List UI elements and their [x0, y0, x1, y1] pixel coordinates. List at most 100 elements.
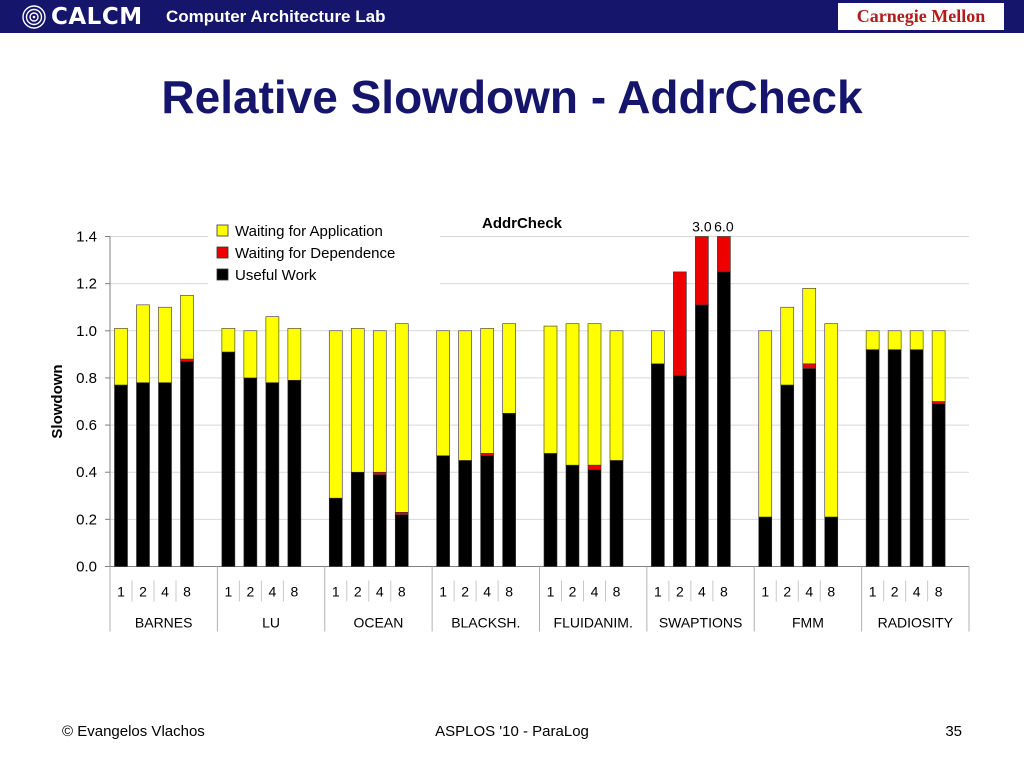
data-label: 6.0: [714, 219, 734, 235]
bar-segment: [287, 379, 302, 567]
bar-segment: [673, 375, 687, 567]
x-category-label: 2: [139, 584, 147, 600]
x-category-label: 4: [805, 584, 813, 600]
bar-segment: [824, 323, 839, 518]
bar-segment: [480, 453, 494, 457]
bar-segment: [221, 328, 236, 353]
bar-segment: [372, 471, 387, 475]
bar-segment: [265, 316, 280, 383]
x-category-label: 2: [461, 584, 469, 600]
header-bar: CALCM Computer Architecture Lab Carnegie…: [0, 0, 1024, 33]
bar-segment: [887, 349, 902, 567]
bar-segment: [265, 382, 280, 567]
x-category-label: 1: [761, 584, 769, 600]
y-axis-label: Slowdown: [49, 364, 66, 438]
x-category-label: 2: [891, 584, 899, 600]
x-category-label: 4: [483, 584, 491, 600]
bar-segment: [609, 330, 624, 461]
x-category-label: 2: [676, 584, 684, 600]
y-tick-label: 1.2: [76, 276, 97, 293]
x-category-label: 1: [654, 584, 662, 600]
x-group-label: LU: [262, 615, 280, 631]
bar-segment: [158, 382, 172, 567]
slowdown-chart: 0.0 0.2 0.4 0.6 0.8 1.0 1.2 1.4 Slowdown AddrChec…: [49, 215, 970, 632]
bar-segment: [802, 288, 817, 365]
x-category-label: 8: [290, 584, 298, 600]
x-category-label: 1: [332, 584, 340, 600]
x-category-label: 8: [398, 584, 406, 600]
y-tick-label: 1.0: [76, 323, 97, 340]
x-category-label: 1: [869, 584, 877, 600]
x-category-label: 8: [505, 584, 513, 600]
bar-segment: [587, 464, 602, 471]
x-category-label: 4: [913, 584, 921, 600]
x-group-label: BARNES: [135, 615, 193, 631]
bar-segment: [865, 349, 880, 567]
bar-segment: [502, 412, 516, 567]
x-category-label: 2: [246, 584, 254, 600]
y-tick-label: 0.6: [76, 417, 97, 434]
bar-segment: [931, 330, 946, 402]
bar-segment: [180, 358, 194, 362]
y-tick-label: 0.2: [76, 511, 97, 528]
bar-segment: [909, 349, 924, 567]
legend-swatch: [216, 246, 229, 259]
bar-segment: [931, 401, 946, 405]
x-category-label: 1: [547, 584, 555, 600]
x-category-label: 1: [224, 584, 232, 600]
y-tick-label: 0.0: [76, 559, 97, 576]
bar-segment: [609, 460, 624, 567]
bar-segment: [458, 330, 472, 461]
bar-segment: [909, 330, 924, 350]
y-tick-label: 1.4: [76, 229, 97, 246]
bar-segment: [458, 460, 472, 567]
bar-segment: [436, 455, 450, 567]
bar-segment: [587, 469, 602, 567]
calcm-logo: CALCM: [22, 4, 143, 30]
legend-swatch: [216, 224, 229, 237]
bar-segment: [221, 351, 236, 567]
x-category-label: 8: [827, 584, 835, 600]
x-category-label: 2: [354, 584, 362, 600]
bar-segment: [180, 295, 194, 360]
bar-segment: [394, 511, 409, 515]
lab-name: Computer Architecture Lab: [166, 7, 386, 26]
x-category-label: 2: [569, 584, 577, 600]
bar-segment: [502, 323, 516, 414]
bar-segment: [543, 325, 558, 454]
bar-segment: [136, 382, 150, 567]
bar-segment: [436, 330, 450, 457]
x-category-label: 1: [439, 584, 447, 600]
legend-background: [208, 217, 440, 289]
bar-segment: [780, 384, 795, 567]
bar-segment: [651, 330, 665, 365]
bar-segment: [480, 455, 494, 567]
bar-segment: [158, 306, 172, 383]
bar-segment: [717, 271, 731, 567]
bar-segment: [350, 328, 365, 473]
x-category-label: 8: [613, 584, 621, 600]
bar-segment: [350, 471, 365, 567]
bar-segment: [865, 330, 880, 350]
bar-segment: [651, 363, 665, 567]
x-category-label: 4: [376, 584, 384, 600]
bar-segment: [695, 236, 709, 306]
x-category-label: 4: [268, 584, 276, 600]
y-tick-label: 0.4: [76, 464, 97, 481]
x-category-label: 4: [591, 584, 599, 600]
footer-venue: ASPLOS '10 - ParaLog: [435, 723, 589, 740]
legend-label: Useful Work: [235, 267, 317, 284]
bar-segment: [543, 453, 558, 567]
bar-segment: [394, 514, 409, 567]
x-group-label: SWAPTIONS: [659, 615, 743, 631]
data-label: 3.0: [692, 219, 712, 235]
x-category-label: 2: [783, 584, 791, 600]
bar-segment: [243, 330, 258, 379]
bar-segment: [480, 328, 494, 454]
target-rings-icon: [22, 5, 46, 29]
bar-segment: [243, 377, 258, 567]
bar-segment: [824, 516, 839, 567]
legend-label: Waiting for Application: [235, 223, 383, 240]
bar-segment: [328, 497, 343, 567]
x-category-label: 4: [161, 584, 169, 600]
